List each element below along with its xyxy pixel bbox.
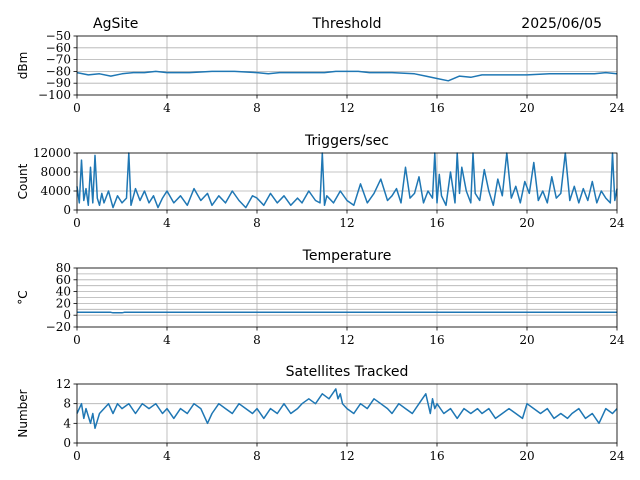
y-tick-label: 0: [63, 308, 71, 322]
x-tick-label: 24: [609, 101, 625, 115]
x-tick-label: 4: [163, 449, 171, 463]
y-tick-label: 0: [63, 436, 71, 450]
x-tick-label: 4: [163, 101, 171, 115]
x-tick-label: 16: [429, 216, 444, 230]
y-tick-label: 8: [63, 397, 71, 411]
y-tick-label: 12: [56, 377, 71, 391]
y-axis-label: Count: [16, 163, 30, 199]
x-tick-label: 0: [73, 216, 81, 230]
y-tick-label: −60: [46, 41, 71, 55]
x-tick-label: 16: [429, 449, 444, 463]
x-tick-label: 8: [253, 216, 261, 230]
y-tick-label: −80: [46, 64, 71, 78]
x-tick-label: 0: [73, 101, 81, 115]
x-tick-label: 4: [163, 216, 171, 230]
site-label: AgSite: [93, 16, 138, 32]
x-tick-label: 24: [609, 216, 625, 230]
chart-title: Triggers/sec: [304, 133, 389, 149]
x-tick-label: 12: [339, 449, 354, 463]
y-tick-label: 60: [56, 273, 71, 287]
y-tick-label: −20: [46, 320, 71, 334]
y-tick-label: 8000: [40, 165, 71, 179]
x-tick-label: 8: [253, 333, 261, 347]
x-tick-label: 24: [609, 333, 625, 347]
x-tick-label: 20: [519, 449, 534, 463]
y-tick-label: −50: [46, 29, 71, 43]
chart-panel-2: 0 4 8 12 16 20 24 0 4000 8000 12000 Triggers/sec Cou…: [16, 133, 625, 230]
y-axis-label: °C: [16, 290, 30, 304]
y-tick-label: 4: [63, 416, 71, 430]
series-line-4: [76, 388, 618, 430]
x-tick-label: 20: [519, 216, 534, 230]
y-tick-label: 12000: [33, 146, 71, 160]
x-tick-label: 16: [429, 333, 444, 347]
series-line-2: [76, 152, 618, 209]
series-line-1: [76, 70, 618, 82]
x-tick-label: 20: [519, 101, 534, 115]
y-tick-label: −100: [38, 88, 71, 102]
y-tick-label: 20: [56, 296, 71, 310]
y-tick-label: 4000: [40, 184, 71, 198]
chart-panel-1: 0 4 8 12 16 20 24 −50−60−70−80−90−100 Threshold d…: [16, 16, 625, 115]
x-tick-label: 24: [609, 449, 625, 463]
date-label: 2025/06/05: [521, 16, 602, 32]
chart-panel-4: 0 4 8 12 16 20 24 0 4 8 12 Satellites Tracked Number: [16, 364, 625, 463]
x-tick-label: 4: [163, 333, 171, 347]
x-tick-label: 12: [339, 216, 354, 230]
x-tick-label: 0: [73, 449, 81, 463]
y-axis-label: Number: [16, 389, 30, 437]
y-tick-label: 40: [56, 285, 71, 299]
chart-title: Threshold: [312, 16, 382, 32]
x-tick-label: 16: [429, 101, 444, 115]
series-line-3: [77, 311, 617, 314]
y-tick-label: −90: [46, 76, 71, 90]
x-tick-label: 12: [339, 101, 354, 115]
x-tick-label: 8: [253, 449, 261, 463]
chart-title: Satellites Tracked: [286, 364, 409, 380]
x-tick-label: 0: [73, 333, 81, 347]
y-axis-label: dBm: [16, 52, 30, 80]
x-tick-label: 20: [519, 333, 534, 347]
chart-title: Temperature: [302, 248, 392, 264]
y-tick-label: 80: [56, 261, 71, 275]
x-tick-label: 12: [339, 333, 354, 347]
y-tick-label: 0: [63, 203, 71, 217]
y-tick-label: −70: [46, 53, 71, 67]
x-tick-label: 8: [253, 101, 261, 115]
